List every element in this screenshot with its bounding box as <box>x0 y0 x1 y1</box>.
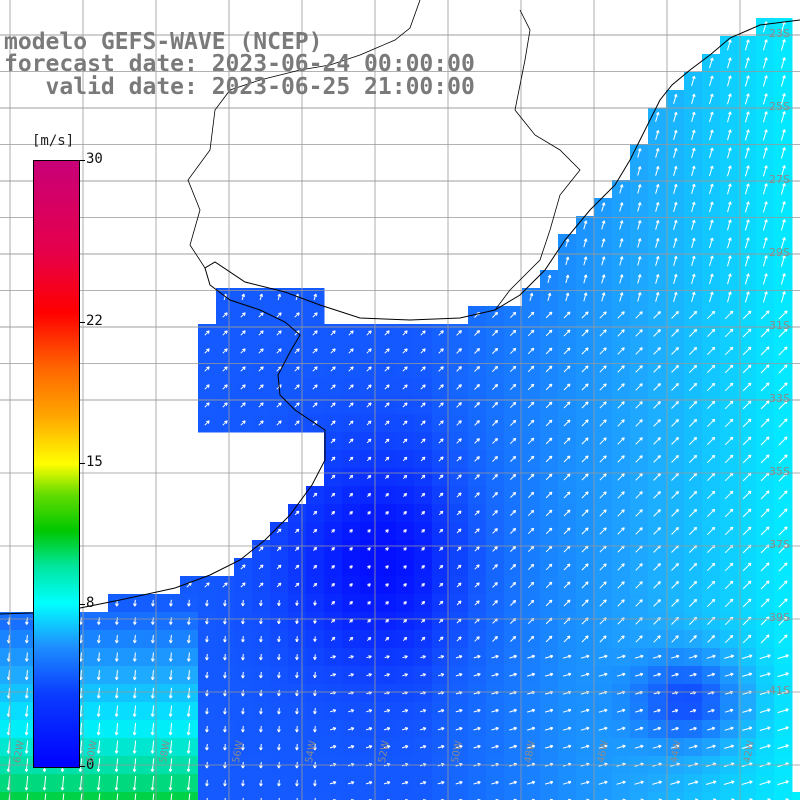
coastline <box>0 19 800 615</box>
colorbar <box>33 160 80 768</box>
wind-vector-arrows <box>6 21 789 800</box>
colorbar-tick-label: 8 <box>86 595 95 612</box>
latitude-label: 33S <box>769 392 790 405</box>
latitude-label: 41S <box>769 684 790 697</box>
latitude-label: 23S <box>769 27 790 40</box>
latitude-label: 25S <box>769 100 790 113</box>
colorbar-tick-label: 22 <box>86 312 103 329</box>
colorbar-tick <box>79 604 85 606</box>
latitude-label: 37S <box>769 538 790 551</box>
border-lines <box>187 0 581 311</box>
colorbar-tick <box>79 766 85 767</box>
latitude-label: 39S <box>769 611 790 624</box>
colorbar-tick-label: 0 <box>86 757 95 773</box>
latitude-label: 31S <box>769 319 790 332</box>
colorbar-tick <box>79 321 85 323</box>
model-title: modelo GEFS-WAVE (NCEP) <box>4 29 323 55</box>
colorbar-tick <box>79 160 85 161</box>
colorbar-tick <box>79 463 85 464</box>
latitude-label: 27S <box>769 173 790 186</box>
latitude-label: 35S <box>769 465 790 478</box>
latitude-label: 29S <box>769 246 790 259</box>
colorbar-tick-label: 15 <box>86 454 103 470</box>
colorbar-unit: [m/s] <box>32 133 75 149</box>
colorbar-tick-label: 30 <box>86 151 103 167</box>
valid-date: valid date: 2023-06-25 21:00:00 <box>4 74 475 100</box>
forecast-date: forecast date: 2023-06-24 00:00:00 <box>4 51 475 77</box>
